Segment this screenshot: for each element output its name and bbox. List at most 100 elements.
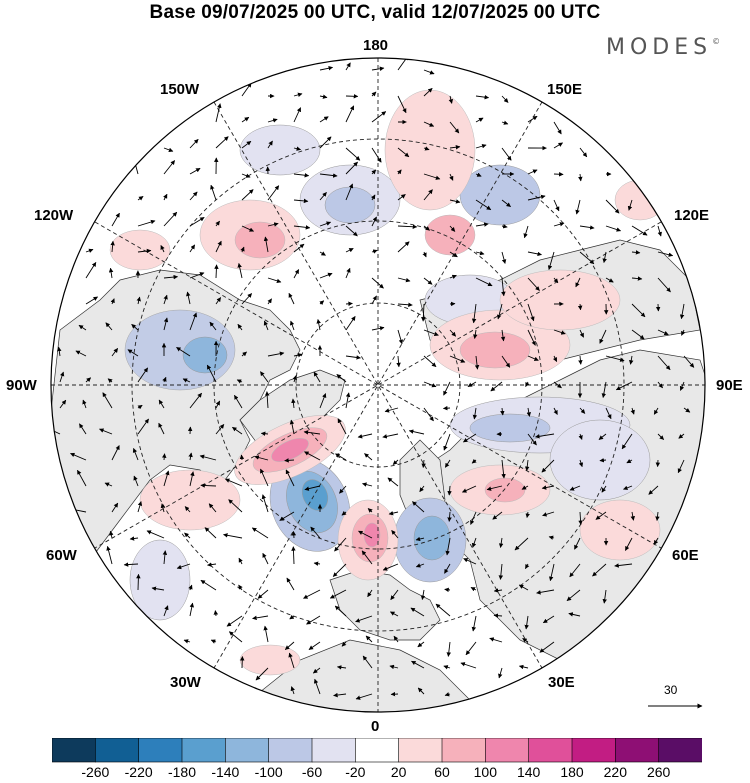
wind-vector [204,527,217,539]
wind-vector [239,454,245,461]
wind-vector [648,485,659,495]
wind-vector [267,118,278,123]
colorbar-bin [225,738,270,763]
map-title: Base 09/07/2025 00 UTC, valid 12/07/2025… [149,2,601,23]
wind-vector [364,453,373,461]
wind-vector [137,196,144,201]
wind-vector [260,371,269,383]
wind-vector [449,199,461,204]
wind-vector [423,355,437,368]
wind-vector [621,433,633,450]
wind-vector [254,455,269,461]
wind-vector [184,532,191,539]
anomaly-pos-2-core [363,522,381,548]
wind-vector [313,561,321,566]
wind-vector [547,251,555,271]
wind-vector [449,355,466,363]
wind-vector [500,407,505,416]
wind-vector [162,376,167,383]
wind-vector [215,103,222,123]
wind-vector [553,407,558,415]
wind-vector [657,251,674,257]
wind-vector [553,277,559,284]
wind-vector [215,220,220,227]
wind-vector [241,225,255,232]
lon-label-30e: 30E [548,674,575,691]
wind-vector [527,169,538,175]
wind-vector [631,303,646,318]
wind-vector [345,183,354,201]
wind-vector [475,172,482,177]
wind-vector [553,329,566,335]
wind-vector [161,453,167,461]
wind-vector [199,454,217,461]
anomaly-neg-5-core [324,186,376,224]
wind-vector [397,194,406,201]
wind-vector [629,355,634,365]
wind-vector [470,511,477,525]
wind-vector [470,587,477,592]
wind-vector [345,301,353,307]
wind-vector [657,433,665,440]
wind-vector [521,485,529,490]
wind-vector [371,91,377,97]
wind-vector [79,423,87,435]
wind-vector [553,199,560,212]
wind-vector [319,192,327,201]
wind-vector [59,371,65,383]
wind-vector [137,501,143,513]
wind-vector [371,147,382,163]
wind-vector [232,426,243,435]
wind-vector [319,94,328,99]
wind-vector [677,459,685,474]
wind-vector [396,355,401,368]
wind-vector [341,641,347,647]
lon-label-120w: 120W [34,207,74,224]
wind-vector [568,612,581,617]
wind-vector [473,329,478,339]
wind-vector [579,251,595,265]
wind-vector [501,95,509,103]
wind-vector [267,277,282,284]
wind-vector [397,302,413,308]
wind-vector [293,198,309,204]
wind-vector [215,400,221,409]
colorbar-tick-label: -260 [81,764,110,780]
wind-vector [371,295,377,305]
wind-vector [163,193,168,201]
wind-vector [623,485,633,490]
wind-vector [423,146,430,151]
wind-vector [463,558,477,565]
vector-scale-label: 30 [664,683,678,697]
wind-vector [681,329,686,336]
wind-vector [267,185,280,201]
wind-vector [303,589,321,599]
wind-vector [208,503,217,513]
lon-label-120e: 120E [674,207,710,224]
wind-vector [163,274,179,280]
colorbar-tick-label: 20 [390,764,407,780]
wind-vector [137,418,149,435]
wind-vector [447,511,452,522]
wind-vector [176,347,191,357]
colorbar-bin [268,738,313,763]
wind-vector [209,321,217,331]
wind-vector [241,351,247,357]
wind-vector [107,378,113,384]
wind-vector [592,563,607,577]
wind-vector [471,615,477,632]
anomaly-neg-8 [239,124,321,176]
wind-vector [475,222,489,227]
wind-vectors [51,58,695,700]
wind-vector [525,563,530,569]
wind-vector [501,355,511,368]
wind-vector [188,452,193,461]
wind-vector [443,381,451,396]
wind-vector [163,160,176,175]
wind-vector [313,371,321,383]
wind-vector [474,355,480,370]
wind-vector [471,458,477,464]
meridians [51,58,705,712]
wind-vector [207,562,217,567]
wind-vector [390,589,399,601]
